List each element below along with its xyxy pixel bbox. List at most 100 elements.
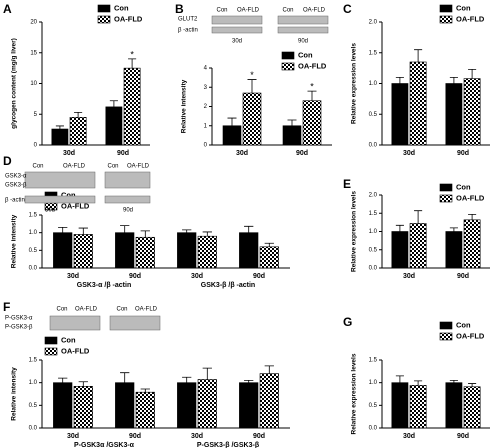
bar: [135, 391, 155, 429]
group-label: P-GSK3-β /GSK3-β: [197, 442, 260, 448]
legend-swatch: [439, 15, 453, 24]
bar: [177, 232, 197, 269]
bar: [463, 219, 481, 269]
bar: [51, 128, 69, 146]
error-bar: [182, 376, 192, 383]
bar: [445, 83, 463, 146]
y-axis-label: Relative expression levels: [351, 43, 358, 124]
legend-label: Con: [456, 3, 471, 12]
y-tick-label: 0.5: [369, 403, 378, 409]
bar: [197, 379, 217, 429]
y-tick-label: 15: [30, 50, 37, 56]
legend-swatch: [281, 62, 295, 71]
blot-label: Con: [116, 307, 127, 313]
x-tick-label: 30d: [63, 150, 75, 157]
error-bar: [414, 49, 423, 62]
bar: [177, 382, 197, 429]
y-tick-label: 1.0: [369, 380, 378, 386]
blot-label: P-GSK3-β: [5, 325, 33, 331]
panel-label: E: [343, 177, 351, 191]
x-tick-label: 30d: [236, 150, 248, 157]
panel-label: B: [175, 2, 184, 16]
y-tick-label: 1.5: [369, 211, 378, 217]
error-bar: [468, 68, 477, 79]
blot-label: P-GSK3-α: [5, 316, 33, 322]
error-bar: [58, 377, 68, 383]
error-bar: [109, 100, 118, 107]
error-bar: [264, 365, 274, 374]
legend-swatch: [439, 4, 453, 13]
blot-label: Con: [56, 307, 67, 313]
bar: [115, 382, 135, 429]
group-label: GSK3-β /β -actin: [201, 282, 255, 289]
blot-label: 90d: [123, 208, 133, 214]
bar: [239, 232, 259, 269]
legend-swatch: [281, 51, 295, 60]
significance-mark: *: [310, 81, 314, 91]
y-tick-label: 1: [204, 123, 208, 129]
legend-label: OA-FLD: [456, 14, 485, 23]
y-tick-label: 0.0: [369, 143, 378, 149]
y-tick-label: 2.0: [369, 20, 378, 26]
y-axis-label: Relative expression levels: [351, 353, 358, 434]
error-bar: [468, 383, 477, 387]
legend-swatch: [44, 347, 58, 356]
blot-label: 90d: [298, 39, 308, 45]
y-axis-label: Relative intensity: [11, 367, 18, 421]
error-bar: [120, 372, 130, 383]
error-bar: [287, 119, 297, 126]
error-bar: [182, 229, 192, 233]
error-bar: [264, 242, 274, 247]
legend-label: OA-FLD: [298, 61, 327, 70]
y-tick-label: 5: [34, 112, 38, 118]
blot-image: [109, 315, 161, 331]
legend-label: OA-FLD: [456, 331, 485, 340]
x-tick-label: 90d: [129, 433, 141, 440]
error-bar: [414, 380, 423, 386]
x-tick-label: 30d: [403, 273, 415, 280]
x-tick-label: 30d: [67, 273, 79, 280]
bar: [391, 83, 409, 146]
y-tick-label: 1.5: [29, 213, 38, 219]
error-bar: [395, 76, 404, 84]
legend-label: OA-FLD: [114, 14, 143, 23]
bar: [69, 117, 87, 146]
y-tick-label: 1.0: [29, 380, 38, 386]
blot-label: GLUT2: [178, 17, 198, 23]
y-axis-label: glycogen content (mg/g liver): [11, 38, 18, 129]
bar: [135, 236, 155, 269]
error-bar: [128, 58, 137, 69]
error-bar: [468, 213, 477, 220]
y-tick-label: 3: [204, 85, 208, 91]
y-tick-label: 0: [204, 143, 208, 149]
blot-label: β -actin: [178, 28, 198, 34]
significance-mark: *: [250, 70, 254, 80]
legend-swatch: [97, 4, 111, 13]
error-bar: [78, 381, 88, 387]
y-tick-label: 0.0: [369, 266, 378, 272]
x-tick-label: 90d: [253, 433, 265, 440]
y-axis-label: Relative intensity: [181, 79, 188, 133]
blot-label: 30d: [232, 39, 242, 45]
blot-image: [104, 171, 151, 189]
error-bar: [307, 90, 317, 101]
legend-label: OA-FLD: [456, 193, 485, 202]
panel-label: G: [343, 315, 352, 329]
group-label: GSK3-α /β -actin: [77, 282, 131, 289]
error-bar: [449, 380, 458, 383]
legend-label: Con: [61, 335, 76, 344]
bar: [242, 92, 262, 146]
y-tick-label: 0.5: [369, 247, 378, 253]
bar: [445, 231, 463, 269]
blot-label: GSK3-α: [5, 174, 27, 180]
significance-mark: *: [130, 49, 134, 59]
blot-image: [104, 195, 151, 204]
blot-image: [211, 26, 263, 34]
error-bar: [449, 76, 458, 84]
blot-label: OA-FLD: [127, 164, 150, 170]
blot-label: Con: [216, 8, 227, 14]
blot-label: OA-FLD: [237, 8, 260, 14]
y-tick-label: 0: [34, 143, 38, 149]
legend-swatch: [44, 336, 58, 345]
